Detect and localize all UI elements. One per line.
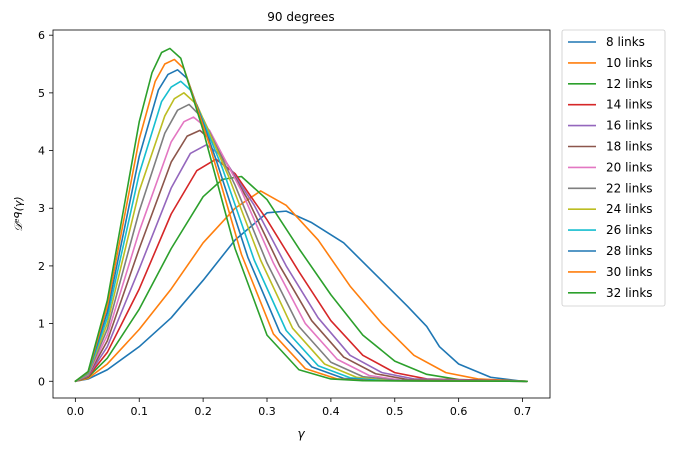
x-tick-label: 0.5 bbox=[386, 405, 404, 418]
legend-label: 32 links bbox=[606, 286, 653, 300]
series-line-6 bbox=[74, 116, 528, 383]
y-tick-label: 3 bbox=[38, 202, 45, 215]
y-tick-label: 1 bbox=[38, 318, 45, 331]
y-tick-label: 2 bbox=[38, 260, 45, 273]
y-axis-ticks: 0 1 2 3 4 5 6 bbox=[38, 29, 53, 388]
series-line-1 bbox=[74, 190, 528, 383]
x-axis-label: γ bbox=[297, 427, 305, 441]
legend-label: 16 links bbox=[606, 119, 653, 133]
series-line-7 bbox=[74, 103, 528, 383]
chart-title: 90 degrees bbox=[267, 10, 334, 24]
legend-label: 14 links bbox=[606, 98, 653, 112]
y-tick-label: 5 bbox=[38, 87, 45, 100]
x-tick-label: 0.1 bbox=[130, 405, 148, 418]
legend-label: 8 links bbox=[606, 35, 645, 49]
legend-label: 12 links bbox=[606, 77, 653, 91]
legend-label: 10 links bbox=[606, 56, 653, 70]
x-tick-label: 0.0 bbox=[67, 405, 85, 418]
legend-label: 24 links bbox=[606, 202, 653, 216]
y-tick-label: 0 bbox=[38, 375, 45, 388]
x-axis-ticks: 0.0 0.1 0.2 0.3 0.4 0.5 0.6 0.7 bbox=[67, 398, 532, 418]
series-line-12 bbox=[74, 47, 528, 383]
series-line-2 bbox=[74, 175, 528, 383]
y-tick-label: 4 bbox=[38, 145, 45, 158]
legend-label: 26 links bbox=[606, 223, 653, 237]
legend-frame bbox=[561, 29, 666, 307]
x-tick-label: 0.7 bbox=[514, 405, 532, 418]
legend-label: 22 links bbox=[606, 181, 653, 195]
legend-label: 20 links bbox=[606, 160, 653, 174]
x-tick-label: 0.2 bbox=[194, 405, 212, 418]
plot-lines bbox=[74, 47, 528, 383]
legend-label: 18 links bbox=[606, 140, 653, 154]
legend-label: 28 links bbox=[606, 244, 653, 258]
x-tick-label: 0.6 bbox=[450, 405, 468, 418]
x-tick-label: 0.3 bbox=[258, 405, 276, 418]
y-tick-label: 6 bbox=[38, 29, 45, 42]
legend: 8 links 10 links 12 links 14 links 16 links 1… bbox=[561, 29, 666, 307]
legend-label: 30 links bbox=[606, 265, 653, 279]
series-line-10 bbox=[74, 69, 528, 383]
plot-frame bbox=[52, 29, 551, 399]
series-line-0 bbox=[74, 210, 528, 383]
y-axis-label: 𝒟ᵉᑫ(γ) bbox=[12, 196, 25, 231]
series-line-3 bbox=[74, 158, 528, 383]
x-tick-label: 0.4 bbox=[322, 405, 340, 418]
